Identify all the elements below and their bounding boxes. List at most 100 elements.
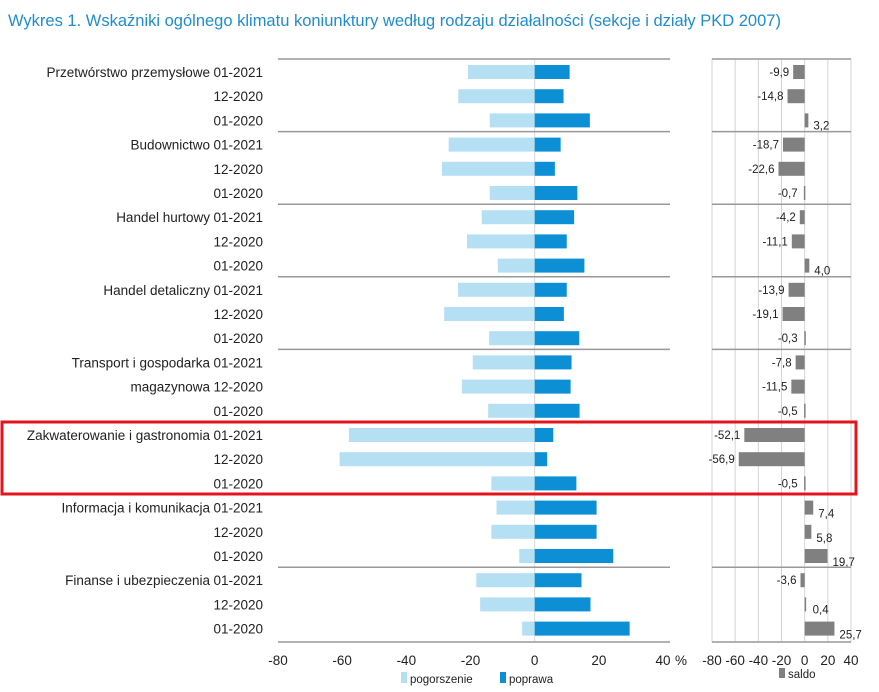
group-label: Przetwórstwo przemysłowe [46, 65, 210, 80]
bar-poprawa [534, 161, 555, 176]
bar-pogorszenie [348, 428, 535, 442]
period-label: 01-2021 [213, 501, 263, 516]
saldo-label: 5,8 [816, 533, 832, 545]
bar-poprawa [534, 331, 580, 346]
period-label: 01-2021 [213, 428, 263, 443]
bar-pogorszenie [519, 549, 535, 563]
bar-saldo [791, 379, 805, 394]
bar-poprawa [534, 403, 580, 418]
period-label: 01-2020 [213, 259, 263, 274]
bar-saldo [778, 161, 805, 176]
saldo-label: -56,9 [709, 454, 735, 466]
period-label: 01-2020 [213, 331, 263, 346]
period-label: 12-2020 [213, 380, 263, 395]
bar-poprawa [534, 65, 570, 79]
bar-pogorszenie [457, 282, 535, 297]
saldo-label: -11,1 [762, 236, 787, 248]
saldo-label: -0,5 [778, 406, 798, 418]
bar-saldo [782, 307, 805, 321]
group-label: Finanse i ubezpieczenia [65, 573, 210, 588]
bar-pogorszenie [466, 234, 535, 249]
unit-label: % [675, 653, 687, 668]
saldo-label: -19,1 [752, 309, 778, 321]
period-label: 12-2020 [213, 452, 263, 467]
saldo-label: -0,5 [778, 478, 798, 490]
bar-saldo [738, 452, 805, 467]
bar-pogorszenie [489, 113, 535, 128]
legend-label-pogorszenie: pogorszenie [410, 674, 473, 686]
x-tick-label: 0 [531, 653, 539, 668]
bar-pogorszenie [480, 597, 535, 612]
period-label: 12-2020 [213, 597, 263, 612]
bar-saldo [800, 573, 805, 588]
x-tick-label: 20 [820, 653, 835, 668]
period-label: 01-2020 [213, 622, 263, 637]
period-label: 01-2020 [213, 549, 263, 564]
bar-saldo [791, 234, 805, 249]
bar-poprawa [534, 186, 578, 200]
legend-swatch-saldo [779, 668, 785, 678]
period-label: 01-2020 [213, 113, 263, 128]
bar-poprawa [534, 210, 575, 225]
bar-pogorszenie [481, 210, 535, 225]
saldo-label: -11,5 [762, 382, 787, 394]
x-tick-label: -40 [397, 653, 417, 668]
saldo-label: 4,0 [814, 266, 830, 278]
group-label: Handel hurtowy [116, 210, 210, 225]
bar-saldo [787, 89, 805, 104]
chart-title: Wykres 1. Wskaźniki ogólnego klimatu kon… [8, 12, 781, 30]
saldo-label: 25,7 [839, 630, 861, 642]
period-label: 12-2020 [213, 525, 263, 540]
saldo-label: 0,4 [813, 604, 830, 616]
bar-poprawa [534, 282, 567, 297]
bar-poprawa [534, 379, 571, 394]
bar-poprawa [534, 573, 582, 588]
period-label: 12-2020 [213, 89, 263, 104]
bar-saldo [804, 258, 810, 273]
bar-pogorszenie [496, 500, 535, 515]
bar-saldo [744, 428, 805, 442]
bar-saldo [793, 65, 805, 79]
highlight-box [0, 420, 858, 496]
bar-saldo [788, 282, 805, 297]
group-label: Budownictwo [130, 138, 210, 153]
bar-poprawa [534, 452, 548, 467]
x-tick-label: 0 [801, 653, 809, 668]
bar-poprawa [534, 113, 590, 128]
bar-saldo [804, 331, 806, 346]
group-label: Informacja i komunikacja [61, 501, 210, 516]
saldo-label: 7,4 [818, 509, 835, 521]
bar-saldo [803, 186, 806, 200]
saldo-label: -3,6 [777, 575, 797, 587]
period-label: 12-2020 [213, 162, 263, 177]
saldo-label: -13,9 [758, 285, 784, 297]
bar-saldo [804, 549, 828, 563]
saldo-label: -0,7 [778, 188, 798, 200]
bar-poprawa [534, 355, 572, 370]
bar-pogorszenie [476, 573, 535, 588]
bar-saldo [804, 500, 814, 515]
bar-poprawa [534, 234, 567, 249]
x-tick-label: 40 [655, 653, 670, 668]
bar-pogorszenie [491, 524, 535, 539]
bar-saldo [804, 597, 807, 612]
saldo-label: 3,2 [813, 120, 829, 132]
period-label: 01-2021 [213, 210, 263, 225]
period-label: 12-2020 [213, 307, 263, 322]
bar-poprawa [534, 89, 564, 104]
period-label: 01-2021 [213, 138, 263, 153]
x-tick-label: -40 [749, 653, 769, 668]
group-label: Transport i gospodarka [72, 355, 211, 370]
bar-pogorszenie [444, 307, 535, 321]
saldo-label: -7,8 [772, 357, 792, 369]
legend-swatch-poprawa [500, 672, 506, 683]
bar-pogorszenie [448, 137, 535, 152]
x-tick-label: -20 [772, 653, 792, 668]
bar-saldo [799, 210, 805, 225]
period-label: 01-2021 [213, 283, 263, 298]
bar-pogorszenie [458, 89, 535, 104]
bar-pogorszenie [461, 379, 535, 394]
bar-poprawa [534, 500, 597, 515]
bar-saldo [795, 355, 805, 370]
